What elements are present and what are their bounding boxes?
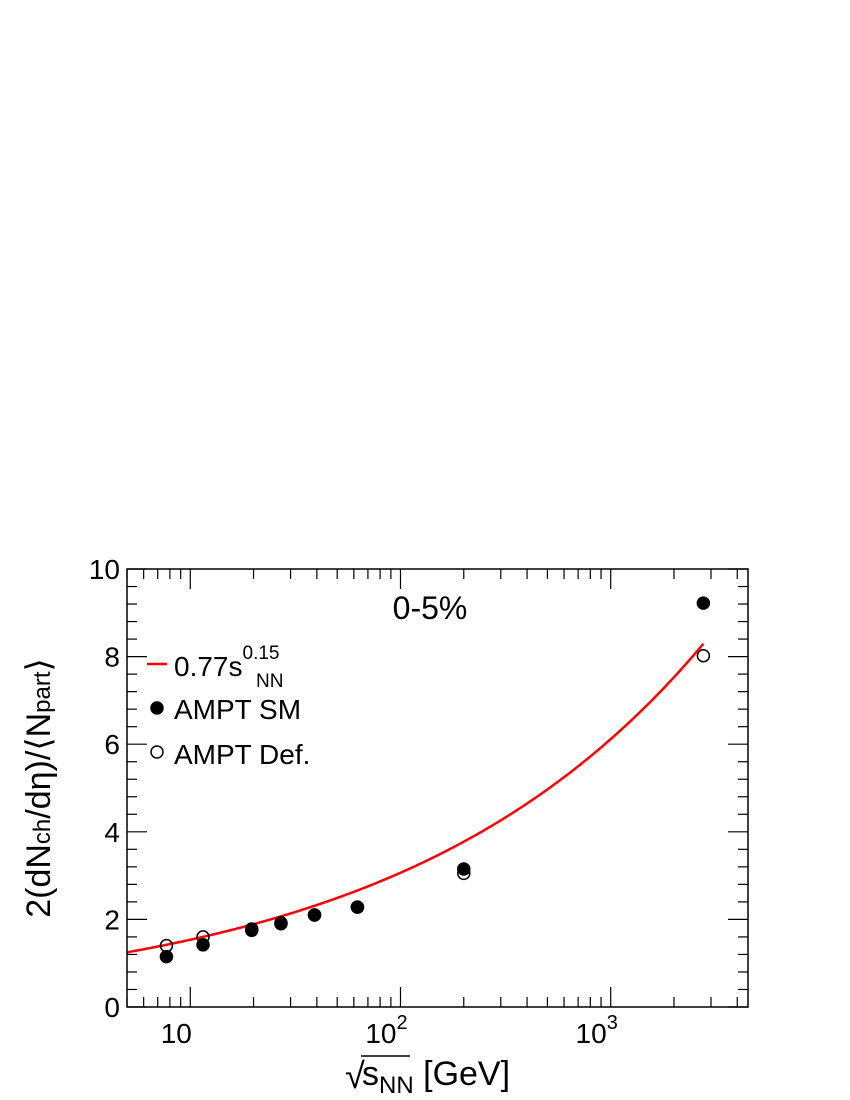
y-label-part3: ⟩ [20,658,58,671]
plot-frame [126,568,749,1008]
y-tick-labels: 0 2 4 6 8 10 [89,554,120,1023]
legend-sm-label: AMPT SM [174,694,301,725]
x-axis-label: √ sNN [GeV] [345,1055,510,1099]
x-tick-label: 103 [576,1012,618,1049]
x-label-suffix: [GeV] [414,1055,510,1093]
y-tick-label: 4 [104,817,120,848]
x-tick-base: 10 [365,1018,396,1049]
sm-point [159,949,174,964]
x-label-sub: NN [379,1072,414,1099]
x-tick-base: 10 [161,1018,192,1049]
def-point [196,930,210,944]
def-point [457,866,471,881]
legend-fit-label: 0.77s0.15 NN [174,643,283,692]
legend-fit-base: 0.77s [174,651,243,682]
legend: 0.77s0.15 NN AMPT SM AMPT Def. [147,643,310,770]
y-tick-label: 0 [104,992,120,1023]
def-point [244,922,259,936]
x-label-sqrt-sign: √ [345,1055,365,1096]
x-tick-labels: 10 102 103 [161,1012,618,1049]
def-point [350,900,365,914]
y-label-part1: 2(dN [20,844,58,918]
y-tick-label: 8 [104,642,120,673]
def-point [307,908,322,922]
sm-point [457,862,471,876]
fit-curve [126,642,705,954]
sm-point [696,596,711,610]
x-tick-exponent: 2 [397,1012,408,1034]
chart-title: 0-5% [393,590,468,626]
x-label-main: s [362,1055,379,1093]
y-label-sub1: ch [29,819,56,844]
x-label-text: sNN [GeV] [362,1055,510,1099]
x-tick-base: 10 [576,1018,607,1049]
def-point [159,938,174,953]
def-point [274,916,288,930]
axis-ticks [126,568,748,1008]
x-tick-label: 10 [161,1018,192,1049]
legend-fit-exponent: 0.15 [243,643,280,664]
legend-sm-marker [150,701,164,715]
y-axis-label: 2(dNch/dη)/⟨Npart⟩ [20,658,58,918]
data-points [159,596,711,964]
x-tick-label: 102 [365,1012,407,1049]
y-tick-label: 10 [89,554,120,585]
y-tick-label: 6 [104,729,120,760]
y-tick-label: 2 [104,904,120,935]
legend-def-label: AMPT Def. [174,739,310,770]
y-label-sub2: part [29,671,56,713]
y-label-part2: /dη)/⟨N [20,713,58,819]
def-point [696,648,711,663]
legend-fit-subscript: NN [256,671,283,692]
x-tick-exponent: 3 [607,1012,618,1034]
legend-def-marker [150,745,164,759]
